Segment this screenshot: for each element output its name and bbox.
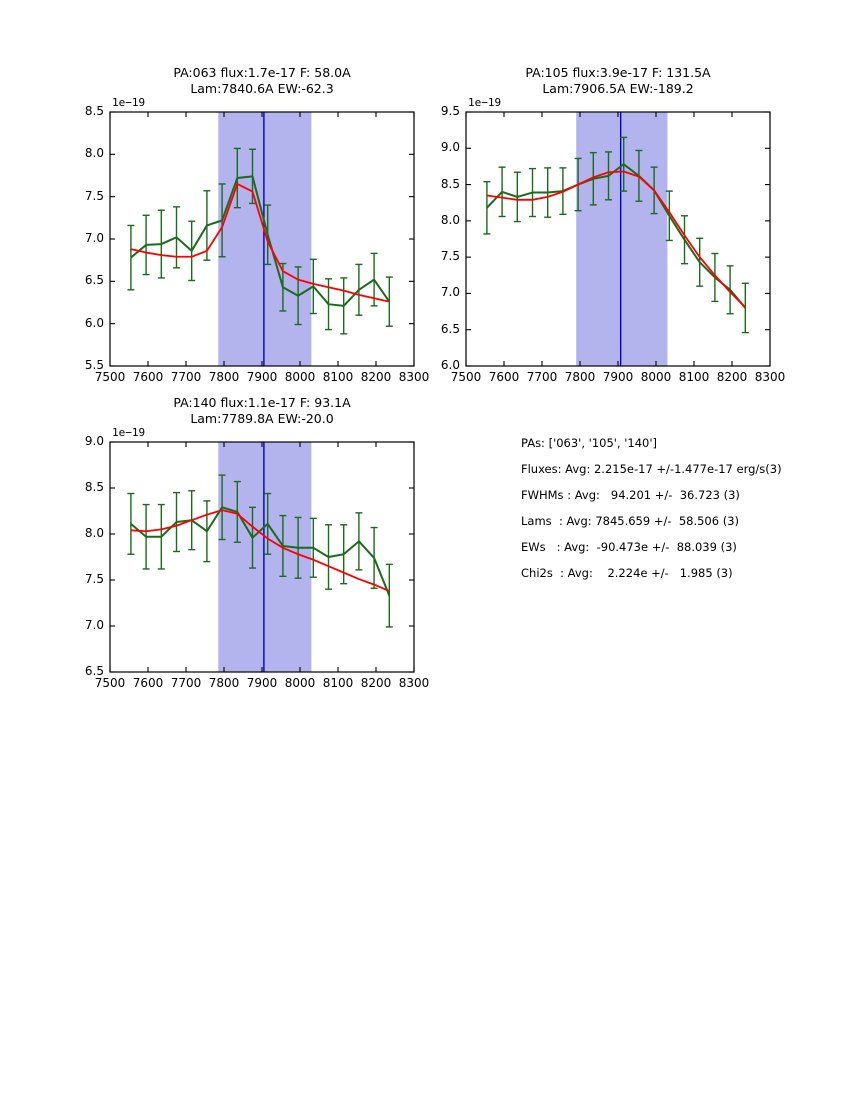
summary-line-pas: PAs: ['063', '105', '140'] xyxy=(521,436,658,450)
x-tick-label: 8200 xyxy=(360,676,392,690)
x-tick-label: 7500 xyxy=(94,676,126,690)
axes-frame xyxy=(465,111,771,367)
summary-line-fluxes: Fluxes: Avg: 2.215e-17 +/-1.477e-17 erg/… xyxy=(521,462,782,476)
y-tick-label: 8.0 xyxy=(84,526,104,540)
x-tick-label: 7700 xyxy=(526,370,558,384)
x-tick-label: 7800 xyxy=(564,370,596,384)
summary-line-chi2s: Chi2s : Avg: 2.224e +/- 1.985 (3) xyxy=(521,566,733,580)
y-tick-label: 9.5 xyxy=(440,104,460,118)
x-tick-label: 7900 xyxy=(602,370,634,384)
x-tick-label: 8100 xyxy=(322,676,354,690)
panel-title-pa-140: PA:140 flux:1.1e-17 F: 93.1A Lam:7789.8A … xyxy=(50,395,474,427)
y-axis-offset-label: 1e−19 xyxy=(112,96,146,109)
y-tick-label: 8.0 xyxy=(84,146,104,161)
x-tick-label: 8300 xyxy=(398,676,430,690)
y-tick-label: 8.5 xyxy=(84,104,104,118)
series-data xyxy=(486,163,747,309)
y-tick-label: 6.5 xyxy=(84,664,104,678)
y-tick-label: 8.5 xyxy=(440,176,460,191)
series-fit xyxy=(130,509,390,592)
y-tick-label: 6.0 xyxy=(84,315,104,330)
y-tick-label: 8.0 xyxy=(440,212,460,227)
y-tick-label: 7.5 xyxy=(84,572,104,586)
y-tick-label: 7.5 xyxy=(84,188,104,203)
y-tick-label: 9.0 xyxy=(440,140,460,155)
y-tick-label: 6.5 xyxy=(84,273,104,288)
error-bars xyxy=(127,474,393,628)
summary-line-ews: EWs : Avg: -90.473e +/- 88.039 (3) xyxy=(521,540,737,554)
x-tick-label: 8100 xyxy=(322,370,354,384)
y-tick-label: 7.5 xyxy=(440,249,460,264)
wavelength-band-shading xyxy=(218,442,312,672)
x-tick-label: 8000 xyxy=(284,370,316,384)
x-tick-label: 7500 xyxy=(94,370,126,384)
y-axis-offset-label: 1e−19 xyxy=(468,96,502,109)
summary-text-block: PAs: ['063', '105', '140'] Fluxes: Avg: … xyxy=(521,430,841,586)
y-tick-label: 7.0 xyxy=(84,618,104,632)
x-tick-label: 7800 xyxy=(208,676,240,690)
x-tick-label: 7500 xyxy=(450,370,482,384)
y-tick-label: 8.5 xyxy=(84,480,104,494)
x-tick-label: 7700 xyxy=(170,370,202,384)
x-tick-label: 7900 xyxy=(246,676,278,690)
series-fit xyxy=(486,170,746,308)
y-tick-label: 9.0 xyxy=(84,434,104,448)
y-tick-label: 7.0 xyxy=(440,285,460,300)
panel-title-line: Lam:7789.8A EW:-20.0 xyxy=(190,411,334,426)
panel-title-pa-105: PA:105 flux:3.9e-17 F: 131.5A Lam:7906.5A… xyxy=(406,65,830,97)
y-tick-label: 6.5 xyxy=(440,321,460,336)
plot-panel-pa-140: PA:140 flux:1.1e-17 F: 93.1A Lam:7789.8A … xyxy=(0,0,430,710)
x-tick-label: 7800 xyxy=(208,370,240,384)
x-tick-label: 7600 xyxy=(488,370,520,384)
x-tick-label: 7600 xyxy=(132,676,164,690)
x-tick-label: 8000 xyxy=(640,370,672,384)
panel-title-line: Lam:7906.5A EW:-189.2 xyxy=(542,81,694,96)
x-tick-label: 8300 xyxy=(398,370,430,384)
panel-title-line: PA:063 flux:1.7e-17 F: 58.0A xyxy=(173,65,351,80)
panel-title-line: Lam:7840.6A EW:-62.3 xyxy=(190,81,334,96)
y-tick-label: 7.0 xyxy=(84,231,104,245)
axes-frame xyxy=(109,441,415,673)
summary-line-lams: Lams : Avg: 7845.659 +/- 58.506 (3) xyxy=(521,514,740,528)
x-tick-label: 8100 xyxy=(678,370,710,384)
x-tick-label: 7900 xyxy=(246,370,278,384)
panel-title-pa-063: PA:063 flux:1.7e-17 F: 58.0A Lam:7840.6A … xyxy=(50,65,474,97)
x-tick-label: 7600 xyxy=(132,370,164,384)
series-data xyxy=(130,506,391,597)
x-tick-label: 8200 xyxy=(716,370,748,384)
wavelength-band-shading xyxy=(576,112,668,366)
y-tick-label: 5.5 xyxy=(84,358,104,372)
x-tick-label: 8200 xyxy=(360,370,392,384)
panel-title-line: PA:105 flux:3.9e-17 F: 131.5A xyxy=(525,65,711,80)
x-tick-label: 8000 xyxy=(284,676,316,690)
summary-line-fwhms: FWHMs : Avg: 94.201 +/- 36.723 (3) xyxy=(521,488,740,502)
panel-title-line: PA:140 flux:1.1e-17 F: 93.1A xyxy=(173,395,351,410)
x-tick-label: 8300 xyxy=(754,370,786,384)
error-bars xyxy=(483,136,749,334)
y-tick-label: 6.0 xyxy=(440,358,460,372)
y-axis-offset-label: 1e−19 xyxy=(112,426,146,439)
x-tick-label: 7700 xyxy=(170,676,202,690)
